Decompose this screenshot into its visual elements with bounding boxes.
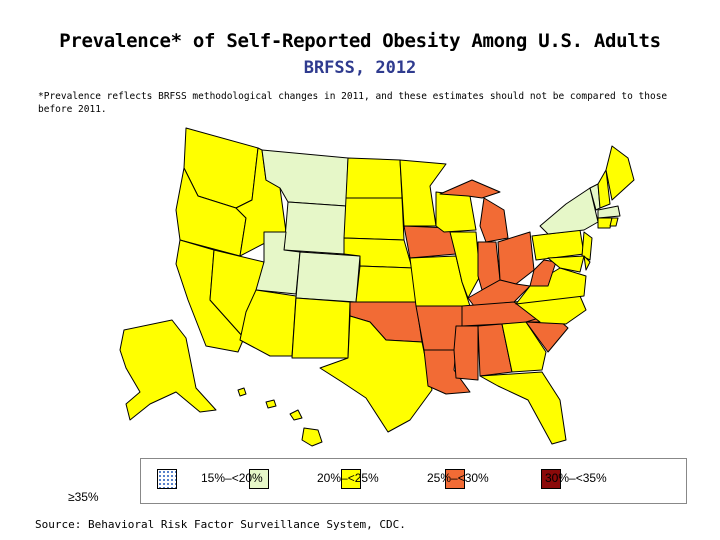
state-colorado[interactable] xyxy=(295,251,361,303)
state-hawaii-big-island[interactable] xyxy=(301,427,323,447)
state-new-jersey[interactable] xyxy=(581,231,593,261)
state-north-dakota[interactable] xyxy=(345,157,403,199)
state-michigan-upper[interactable] xyxy=(439,179,501,199)
state-pennsylvania[interactable] xyxy=(531,229,585,261)
legend-label-4: 30%–<35% xyxy=(545,471,607,485)
state-florida[interactable] xyxy=(479,371,567,445)
state-connecticut[interactable] xyxy=(597,217,613,229)
source-note: Source: Behavioral Risk Factor Surveilla… xyxy=(35,518,406,531)
methodology-note: *Prevalence reflects BRFSS methodologica… xyxy=(38,91,668,115)
state-arizona[interactable] xyxy=(239,289,297,357)
state-new-hampshire[interactable] xyxy=(597,169,611,209)
map-subtitle: BRFSS, 2012 xyxy=(303,58,417,78)
state-mississippi[interactable] xyxy=(453,325,479,381)
legend-label-2: 20%–<25% xyxy=(317,471,379,485)
state-south-dakota[interactable] xyxy=(343,197,405,241)
legend-swatch-2 xyxy=(341,469,361,489)
state-alaska[interactable] xyxy=(119,319,217,421)
state-georgia[interactable] xyxy=(501,321,547,373)
state-maine[interactable] xyxy=(605,145,635,201)
legend-swatch-0 xyxy=(157,469,177,489)
legend-swatch-3 xyxy=(445,469,465,489)
map-title: Prevalence* of Self-Reported Obesity Amo… xyxy=(59,30,661,52)
state-wisconsin[interactable] xyxy=(435,191,477,233)
state-ohio[interactable] xyxy=(497,231,535,285)
state-delaware[interactable] xyxy=(583,255,591,271)
state-new-mexico[interactable] xyxy=(291,297,351,359)
state-west-virginia[interactable] xyxy=(529,259,557,287)
legend-swatch-1 xyxy=(249,469,269,489)
state-maryland[interactable] xyxy=(547,255,585,273)
state-hawaii-maui[interactable] xyxy=(289,409,303,421)
legend: 15%–<20% 20%–<25% 25%–<30% 30%–<35% xyxy=(140,458,687,504)
legend-label-1: 15%–<20% xyxy=(201,471,263,485)
state-wyoming[interactable] xyxy=(283,201,347,255)
state-michigan[interactable] xyxy=(479,197,509,243)
state-hawaii-oahu[interactable] xyxy=(265,399,277,409)
legend-label-35-plus: ≥35% xyxy=(68,490,99,504)
state-rhode-island[interactable] xyxy=(609,217,619,227)
state-kansas[interactable] xyxy=(355,265,417,303)
state-texas[interactable] xyxy=(319,315,433,433)
legend-swatch-4 xyxy=(541,469,561,489)
legend-label-3: 25%–<30% xyxy=(427,471,489,485)
state-minnesota[interactable] xyxy=(399,159,447,227)
state-massachusetts[interactable] xyxy=(597,205,621,219)
state-virginia[interactable] xyxy=(515,267,587,305)
state-hawaii-kauai[interactable] xyxy=(237,387,247,397)
state-new-york[interactable] xyxy=(539,187,599,235)
